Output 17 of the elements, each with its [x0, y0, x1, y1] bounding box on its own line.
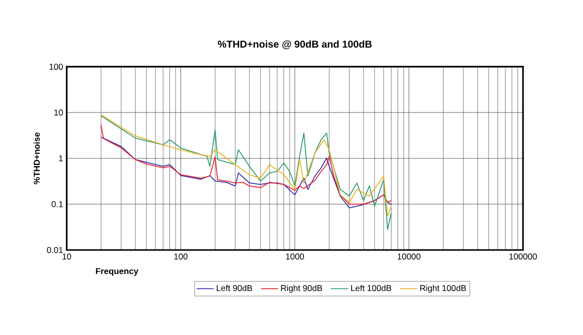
legend-label: Right 90dB: [281, 284, 322, 293]
chart-title: %THD+noise @ 90dB and 100dB: [218, 40, 372, 50]
y-tick-label: 1: [59, 155, 63, 162]
x-axis-title: Frequency: [96, 268, 138, 276]
x-tick-label: 100: [174, 254, 188, 260]
legend-label: Left 100dB: [351, 284, 392, 292]
x-tick-label: 10000: [398, 254, 420, 260]
x-tick-label: 1000: [286, 254, 304, 260]
y-tick-label: 0.01: [46, 247, 63, 254]
y-tick-label: 100: [50, 64, 63, 70]
legend-label: Left 90dB: [216, 284, 252, 292]
y-tick-label: 0.1: [52, 201, 63, 208]
x-tick-label: 100000: [509, 254, 537, 260]
legend-label: Right 100dB: [420, 284, 466, 293]
y-axis-title: %THD+noise: [34, 132, 40, 184]
x-tick-label: 10: [62, 254, 72, 260]
y-tick-label: 10: [54, 110, 63, 116]
